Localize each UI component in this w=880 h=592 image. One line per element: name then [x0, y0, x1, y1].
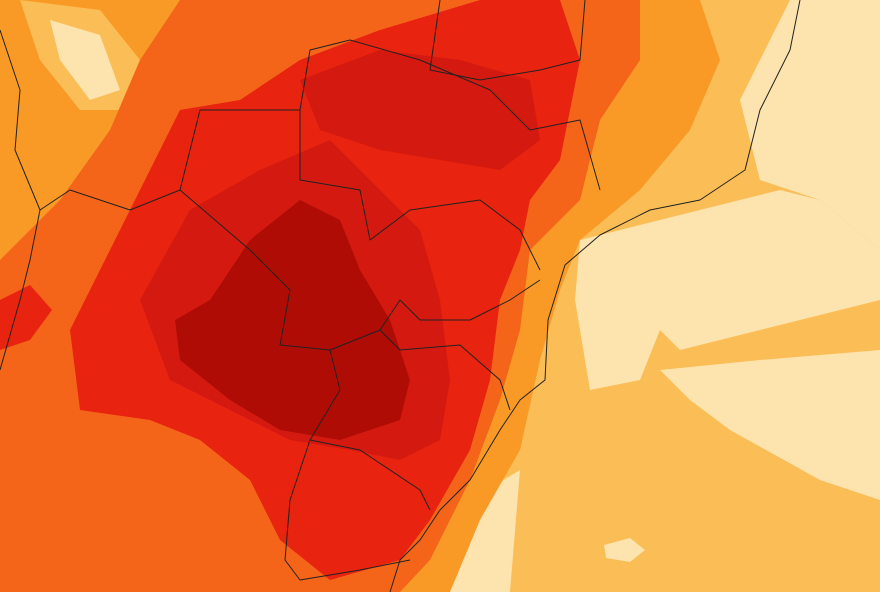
darkest-core	[175, 200, 410, 440]
coastline	[389, 0, 801, 592]
border	[284, 329, 511, 581]
pale-spot	[50, 20, 120, 100]
border	[0, 209, 41, 371]
border	[0, 29, 541, 351]
border	[179, 39, 601, 191]
pale-region	[660, 350, 880, 500]
border	[299, 110, 541, 271]
red-spot	[0, 285, 52, 350]
pale-region	[740, 0, 880, 250]
pale-spot	[604, 538, 645, 562]
pale-region	[575, 190, 880, 390]
border	[309, 0, 586, 511]
